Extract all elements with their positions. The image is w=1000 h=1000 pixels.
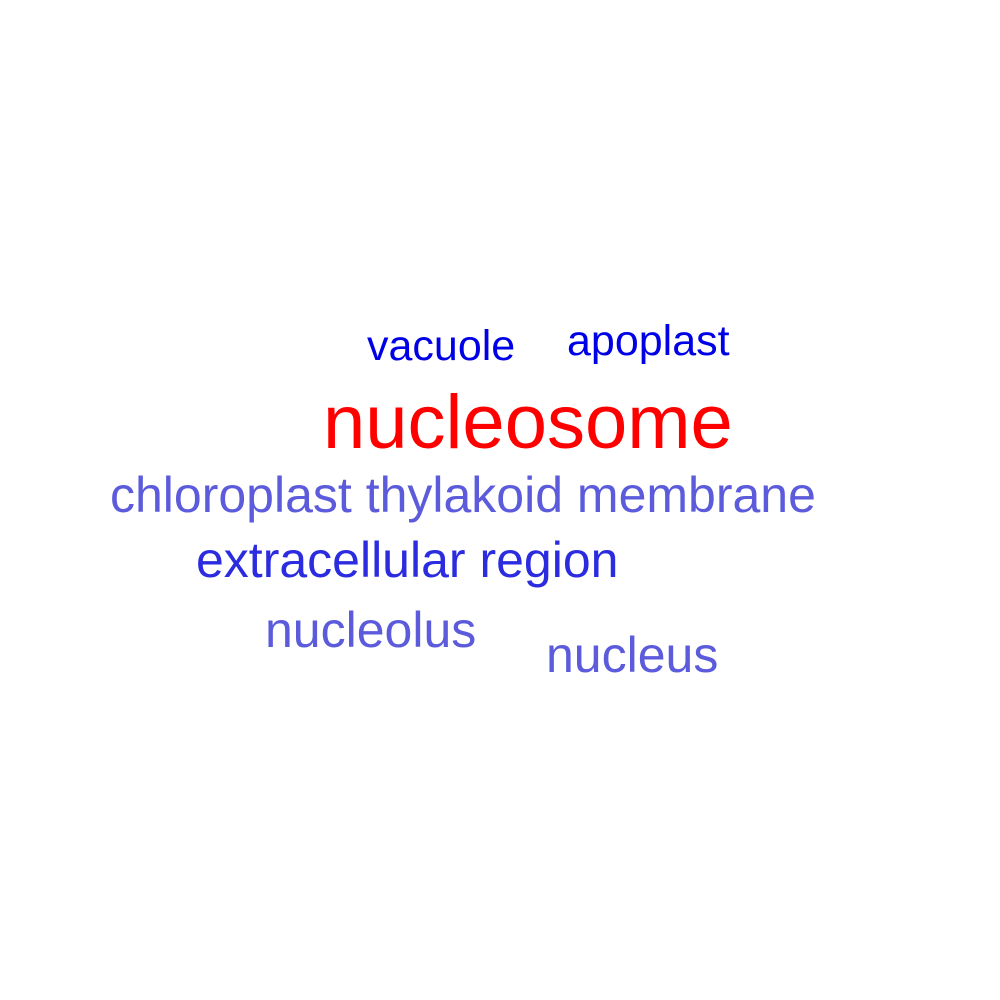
word-chloroplast-thylakoid-membrane: chloroplast thylakoid membrane [110,467,816,523]
word-nucleosome: nucleosome [323,380,733,465]
word-extracellular-region: extracellular region [196,532,619,588]
word-nucleolus: nucleolus [265,602,477,658]
word-nucleus: nucleus [546,627,719,683]
word-apoplast: apoplast [567,317,730,365]
word-vacuole: vacuole [367,322,516,370]
